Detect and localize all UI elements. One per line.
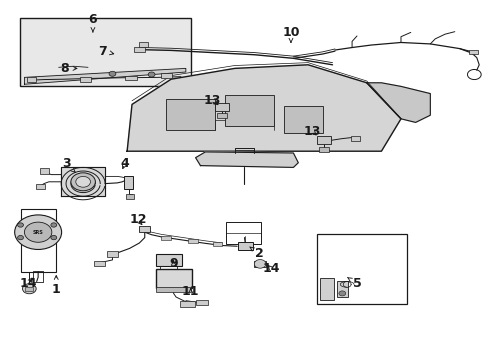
Text: 1: 1 (52, 276, 61, 296)
Bar (254, 261, 265, 267)
Bar (318, 147, 328, 152)
Bar (195, 300, 207, 305)
Text: 8: 8 (61, 62, 77, 75)
Polygon shape (24, 68, 185, 84)
Bar (156, 287, 190, 292)
Bar (283, 106, 322, 133)
Bar (125, 76, 137, 80)
Circle shape (254, 260, 265, 268)
Polygon shape (61, 167, 105, 196)
Bar (36, 184, 45, 189)
Text: 7: 7 (98, 45, 113, 58)
Text: 9: 9 (169, 257, 178, 270)
Bar (337, 281, 347, 297)
Bar (316, 234, 407, 304)
Circle shape (51, 235, 57, 240)
Bar (20, 209, 56, 272)
Bar (161, 73, 172, 78)
Bar (350, 136, 359, 141)
Text: 13: 13 (203, 94, 221, 107)
Circle shape (109, 71, 116, 76)
Bar (212, 242, 222, 246)
Text: 5: 5 (347, 277, 361, 290)
Text: 10: 10 (282, 26, 299, 42)
Text: 14: 14 (262, 262, 280, 275)
Bar (320, 278, 333, 300)
Circle shape (15, 215, 61, 249)
Circle shape (51, 223, 57, 227)
Bar (188, 239, 198, 243)
Bar (217, 113, 226, 118)
Bar (80, 77, 91, 82)
Circle shape (18, 223, 23, 227)
Bar (166, 99, 215, 130)
Text: SRS: SRS (33, 230, 43, 235)
Polygon shape (127, 65, 400, 151)
Text: 13: 13 (303, 125, 320, 138)
Text: 2: 2 (249, 247, 263, 260)
Bar (126, 194, 134, 199)
Bar (94, 261, 104, 266)
Text: 14: 14 (20, 277, 37, 290)
Bar (224, 95, 273, 126)
Bar (316, 136, 330, 144)
Text: 4: 4 (120, 157, 129, 170)
Bar (139, 226, 150, 232)
Text: 11: 11 (182, 285, 199, 298)
Bar (27, 77, 36, 82)
Polygon shape (195, 152, 298, 167)
Bar (215, 103, 228, 111)
Circle shape (22, 284, 36, 294)
Bar (40, 168, 49, 174)
Circle shape (338, 291, 345, 296)
Text: 12: 12 (129, 213, 146, 226)
Bar (155, 269, 192, 288)
Text: 6: 6 (88, 13, 97, 32)
Bar (161, 236, 171, 240)
Bar (468, 50, 477, 54)
Circle shape (71, 173, 95, 191)
Bar (226, 222, 260, 244)
Circle shape (18, 235, 23, 240)
Bar (106, 251, 118, 257)
Circle shape (76, 176, 90, 187)
Circle shape (24, 222, 52, 242)
Bar (123, 176, 133, 189)
Text: 3: 3 (61, 157, 75, 172)
Bar (139, 42, 148, 47)
Polygon shape (366, 83, 429, 122)
Bar (20, 18, 190, 86)
Bar (238, 242, 252, 250)
Bar (180, 301, 194, 307)
Bar (25, 287, 33, 291)
Bar (134, 47, 145, 52)
Circle shape (148, 72, 155, 77)
Bar (155, 254, 182, 266)
